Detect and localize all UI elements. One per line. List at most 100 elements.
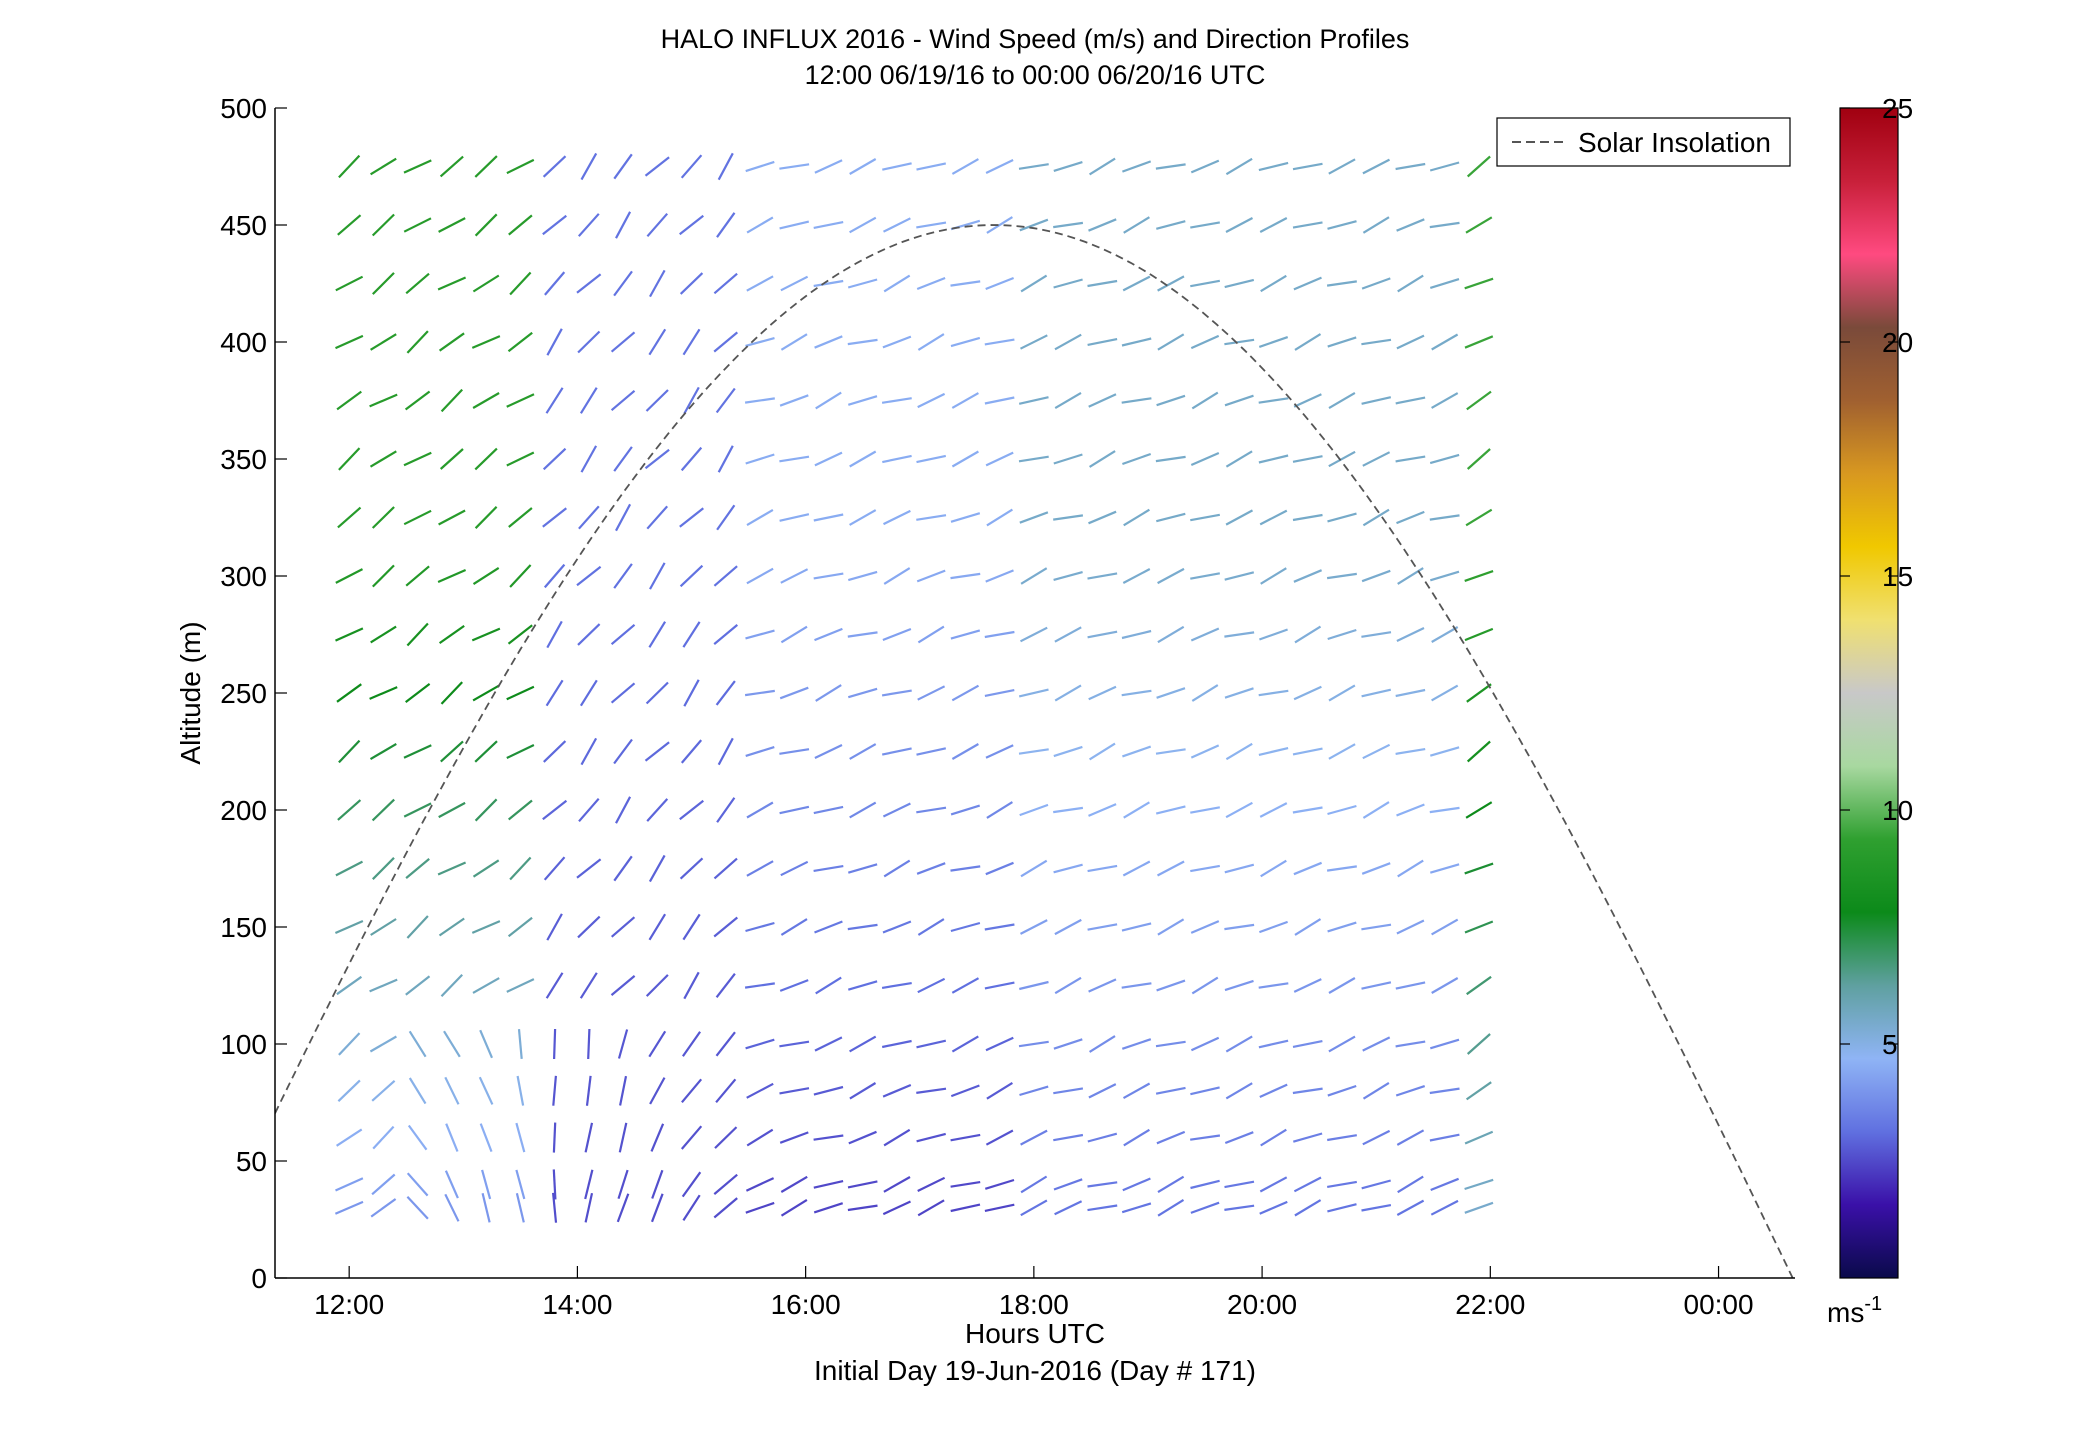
- x-tick-label: 16:00: [771, 1289, 841, 1320]
- wind-barb: [552, 1122, 557, 1153]
- wind-barb: [644, 741, 670, 762]
- wind-barb: [1395, 1085, 1426, 1097]
- wind-barb: [1260, 274, 1287, 293]
- wind-barb: [881, 747, 912, 756]
- wind-barb: [369, 1035, 397, 1053]
- wind-barb: [472, 274, 500, 293]
- wind-barb: [950, 629, 981, 640]
- wind-barb: [950, 572, 981, 580]
- wind-barb: [336, 390, 362, 411]
- wind-barb: [746, 508, 774, 527]
- y-tick-label: 300: [220, 561, 267, 592]
- wind-barb: [650, 1123, 665, 1152]
- wind-barb: [542, 799, 568, 821]
- wind-barb: [1466, 390, 1492, 411]
- wind-barb: [881, 689, 912, 697]
- wind-barb: [779, 513, 810, 522]
- wind-barb: [577, 213, 600, 237]
- wind-barb: [1465, 216, 1493, 234]
- wind-barb: [713, 331, 739, 353]
- wind-barb: [610, 975, 636, 996]
- wind-barb: [716, 797, 736, 823]
- wind-barb: [1122, 275, 1151, 292]
- wind-barb: [1429, 161, 1460, 172]
- wind-barb: [613, 563, 633, 589]
- x-tick-label: 22:00: [1455, 1289, 1525, 1320]
- wind-barb: [682, 621, 701, 648]
- wind-barb: [370, 918, 397, 936]
- wind-barb: [1327, 1203, 1357, 1213]
- wind-barb: [369, 742, 397, 761]
- wind-barb: [883, 567, 911, 585]
- wind-barb: [1225, 157, 1253, 176]
- wind-barb: [745, 1038, 775, 1050]
- wind-barb: [745, 1177, 775, 1192]
- wind-barb: [1430, 1199, 1459, 1216]
- wind-barb: [1260, 1128, 1287, 1147]
- wind-barb: [405, 272, 430, 295]
- wind-barb: [780, 1198, 808, 1217]
- wind-barb: [1018, 1040, 1049, 1048]
- wind-barb: [1053, 863, 1083, 874]
- wind-barb: [1053, 161, 1083, 172]
- wind-barb: [813, 1085, 844, 1096]
- wind-barb: [646, 505, 669, 530]
- solar-insolation-line: [275, 224, 1794, 1278]
- wind-barb: [1396, 803, 1425, 817]
- wind-barb: [542, 214, 567, 236]
- wind-barb: [515, 1169, 526, 1200]
- wind-barb: [1396, 627, 1425, 642]
- wind-barb: [779, 748, 810, 755]
- wind-barb: [882, 1083, 912, 1098]
- wind-barb: [951, 158, 979, 175]
- wind-barb: [679, 799, 704, 821]
- wind-barb: [1259, 1176, 1288, 1193]
- wind-barb: [986, 1081, 1013, 1100]
- wind-barbs-group: [334, 152, 1494, 1223]
- wind-barb: [1156, 979, 1186, 992]
- wind-barb: [746, 1128, 774, 1147]
- wind-barb: [847, 395, 878, 406]
- wind-barb: [1190, 864, 1220, 873]
- wind-barb: [507, 916, 533, 938]
- wind-barb: [1157, 567, 1185, 585]
- wind-barb: [613, 855, 633, 882]
- y-tick-label: 200: [220, 795, 267, 826]
- wind-barb: [745, 629, 775, 640]
- wind-barb: [1122, 452, 1152, 466]
- wind-barb: [580, 445, 598, 473]
- wind-barb: [713, 272, 738, 295]
- wind-barb: [1361, 569, 1391, 583]
- wind-barb: [745, 1201, 775, 1214]
- wind-barb: [517, 1029, 523, 1059]
- wind-barb: [680, 1125, 703, 1150]
- colorbar-tick-label: 20: [1882, 327, 1913, 358]
- wind-barb: [1293, 861, 1323, 876]
- wind-barb: [1429, 746, 1460, 757]
- wind-barb: [1156, 512, 1186, 523]
- wind-barb: [847, 980, 878, 991]
- wind-barb: [746, 1082, 774, 1099]
- wind-barb: [474, 155, 498, 178]
- wind-barb: [984, 1203, 1015, 1212]
- wind-barb: [1087, 1132, 1118, 1143]
- wind-barb: [610, 331, 636, 353]
- wind-barb: [515, 1122, 526, 1153]
- wind-barb: [746, 860, 774, 877]
- wind-barb: [474, 506, 498, 529]
- wind-barb: [372, 1125, 395, 1150]
- wind-barb: [813, 1180, 844, 1189]
- wind-barb: [680, 154, 703, 179]
- wind-barb: [1156, 394, 1186, 407]
- wind-barb: [1190, 334, 1220, 350]
- wind-barb: [1362, 158, 1391, 175]
- wind-barb: [917, 685, 946, 701]
- solar-insolation-group: [275, 224, 1794, 1278]
- wind-barb: [746, 567, 774, 585]
- wind-barb: [1326, 865, 1357, 872]
- wind-barb: [779, 979, 809, 992]
- wind-barb: [951, 392, 979, 409]
- wind-barb: [543, 563, 566, 589]
- wind-barb: [1224, 1131, 1254, 1145]
